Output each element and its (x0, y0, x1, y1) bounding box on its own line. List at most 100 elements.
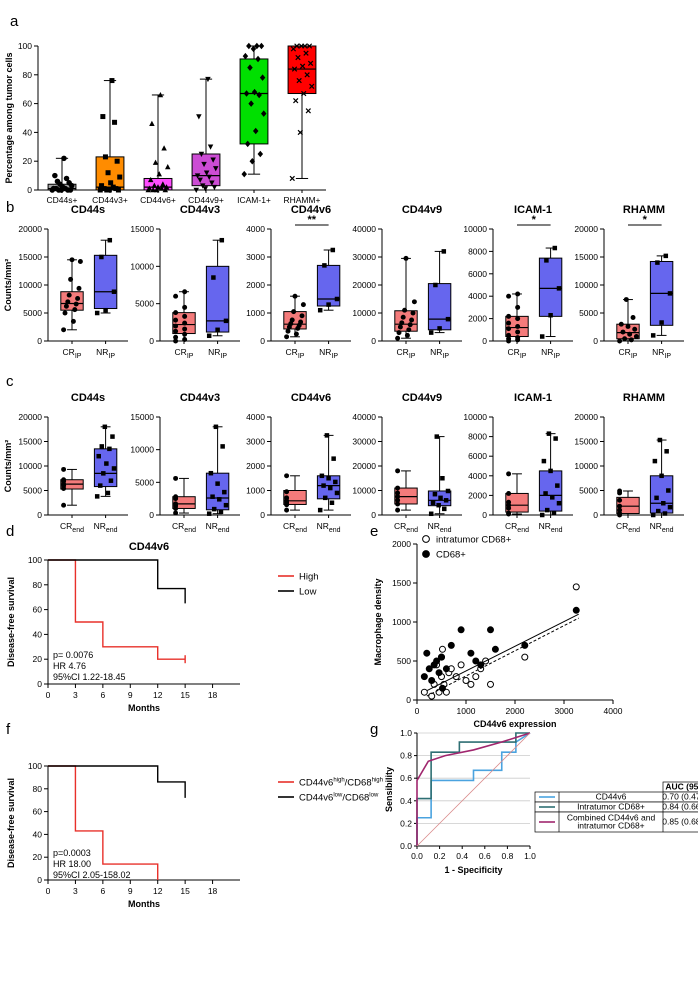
c-point (664, 449, 669, 454)
c-point (322, 495, 328, 501)
c-point (434, 434, 440, 439)
f-xtick-label: 0 (46, 886, 51, 896)
c-point (334, 490, 340, 496)
f-ytick-label: 100 (28, 761, 42, 771)
a-point (164, 163, 171, 170)
f-ytick-label: 80 (33, 784, 43, 794)
c-subplot-RHAMM: RHAMM 0 5000 10000 15000 20000 CRend NRend (574, 392, 684, 534)
a-point (156, 171, 162, 177)
c-ytick-label: 0 (482, 510, 487, 520)
c-subplot-ICAM-1: ICAM-1 0 2000 4000 6000 8000 10000 CRend NRend (463, 392, 573, 534)
g-table-name-2: Combined CD44v6 and (567, 813, 656, 823)
a-point (147, 176, 154, 183)
a-point (197, 177, 203, 183)
c-point (555, 483, 560, 488)
e-point-filled (491, 645, 499, 653)
c-point (101, 471, 106, 476)
c-point (107, 446, 112, 452)
a-point (115, 187, 121, 193)
b-ytick-label: 10000 (352, 308, 376, 318)
f-legend-part: low (369, 793, 379, 799)
b-point (69, 257, 75, 263)
b-ytick-label: 4000 (468, 291, 487, 301)
b-sig-label: * (532, 214, 537, 226)
a-point (161, 145, 167, 151)
panel-f: f 0 20 40 60 80 100 0 3 6 9 12 15 18 Months Disease-fre… (6, 721, 383, 909)
b-subplot-CD44v3: CD44v3 0 5000 10000 15000 CRIP NRIP (130, 204, 240, 360)
b-point (515, 335, 521, 341)
e-point-filled (438, 653, 445, 661)
g-table-auc-0: 0.70 (0.47-0.94) (662, 792, 698, 802)
e-point-open (462, 677, 470, 684)
a-point (194, 173, 201, 179)
panel-a: a 0 20 40 60 80 100 Percentage among tumor cell… (4, 13, 326, 205)
c-ytick-label: 20000 (352, 461, 376, 471)
b-point (548, 312, 553, 318)
b-xtick-label: CRIP (63, 347, 82, 360)
a-RHAMM+-box (287, 45, 317, 95)
b-point (173, 317, 179, 323)
c-point (173, 475, 179, 481)
c-point (543, 491, 548, 496)
a-box-CD44v6+ (143, 91, 173, 193)
f-y-axis-label: Disease-free survival (6, 778, 16, 868)
a-point (246, 42, 252, 50)
c-point (556, 500, 562, 506)
panel-label-f: f (6, 721, 11, 738)
g-xtick-label: 0.8 (501, 851, 513, 861)
c-point (333, 479, 338, 485)
c-ytick-label: 5000 (23, 486, 42, 496)
b-point (284, 334, 290, 340)
a-point (250, 45, 257, 53)
b-point (515, 304, 521, 310)
b-xtick-label: NRIP (430, 347, 449, 360)
a-point (117, 174, 123, 180)
c-point (445, 488, 451, 494)
b-ytick-label: 15000 (574, 252, 598, 262)
c-point (657, 437, 663, 443)
b-point (539, 334, 545, 339)
c-ytick-label: 10000 (18, 461, 42, 471)
b-point (410, 310, 416, 316)
c-point (654, 495, 659, 501)
c-xtick-sub: end (295, 527, 307, 534)
c-point (284, 495, 290, 501)
b-point (182, 304, 188, 310)
b-xtick-sub: IP (520, 353, 527, 360)
b-point (623, 297, 629, 303)
a-box-CD44v9+ (191, 76, 221, 193)
b-point (402, 307, 408, 313)
b-xtick-sub: IP (442, 353, 449, 360)
a-point (259, 74, 266, 81)
c-ytick-label: 10000 (130, 445, 154, 455)
a-point (244, 140, 251, 148)
d-xtick-label: 9 (128, 690, 133, 700)
e-point-open (420, 688, 428, 696)
d-xtick-label: 6 (100, 690, 105, 700)
a-point (100, 114, 106, 120)
panel-label-c: c (6, 373, 14, 390)
b-y-axis-label: Counts/mm² (3, 259, 13, 312)
a-xtick-label: CD44v3+ (92, 195, 128, 205)
c-xtick-label: NRend (206, 521, 230, 534)
b-point (62, 310, 68, 316)
e-y-axis-label: Macrophage density (373, 578, 383, 665)
b-sig-label: * (643, 214, 648, 226)
a-point (50, 185, 57, 192)
c-y-axis-label: Counts/mm² (3, 440, 13, 493)
a-point-b (293, 98, 299, 104)
c-point (436, 502, 441, 508)
g-xtick-label: 0.4 (456, 851, 468, 861)
c-xtick-sub: end (218, 527, 230, 534)
b-point (99, 254, 104, 260)
c-ytick-label: 15000 (574, 437, 598, 447)
b-ytick-label: 4000 (246, 224, 265, 234)
b-title: RHAMM (623, 204, 665, 216)
a-point-b (309, 83, 315, 89)
c-ytick-label: 5000 (579, 486, 598, 496)
a-point (307, 60, 314, 66)
a-point (296, 77, 302, 84)
g-table-auc-1: 0.84 (0.66-1.00) (662, 802, 698, 812)
b-point (617, 338, 623, 344)
c-point (220, 444, 225, 449)
